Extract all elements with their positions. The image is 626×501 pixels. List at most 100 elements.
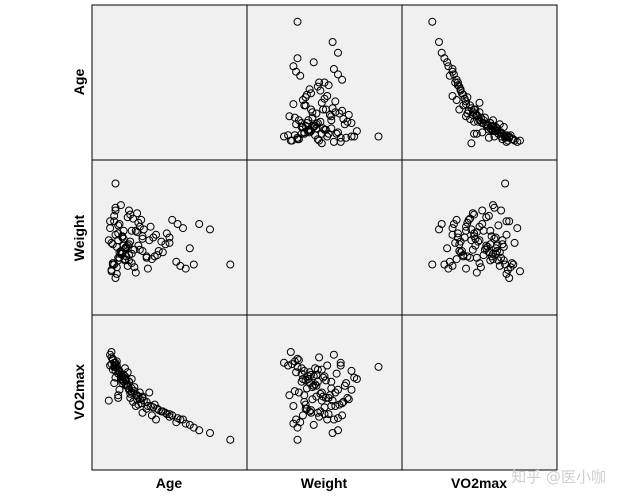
point-vo2max-vs-weight <box>334 414 342 423</box>
point-weight-vs-vo2max <box>486 256 495 265</box>
point-age-vs-vo2max <box>456 86 465 95</box>
point-age-vs-vo2max <box>471 109 480 118</box>
point-weight-vs-vo2max <box>466 214 475 223</box>
point-vo2max-vs-age <box>185 420 194 429</box>
point-weight-vs-age <box>165 238 174 247</box>
col-label-weight: Weight <box>301 475 348 491</box>
point-age-vs-weight <box>280 132 288 141</box>
point-age-vs-vo2max <box>472 129 481 138</box>
point-weight-vs-age <box>111 274 120 282</box>
point-vo2max-vs-age <box>114 393 123 402</box>
point-weight-vs-vo2max <box>499 256 508 265</box>
point-weight-vs-age <box>114 221 123 230</box>
point-weight-vs-vo2max <box>482 213 491 222</box>
panel-weight-vs-weight <box>246 159 403 316</box>
watermark-text: 知乎 @医小咖 <box>511 468 606 486</box>
point-weight-vs-vo2max <box>470 210 479 219</box>
point-vo2max-vs-age <box>134 400 143 409</box>
point-weight-vs-age <box>189 260 198 269</box>
point-weight-vs-age <box>111 206 120 215</box>
point-vo2max-vs-weight <box>308 383 317 392</box>
point-age-vs-vo2max <box>444 62 453 71</box>
point-age-vs-weight <box>317 98 326 107</box>
point-vo2max-vs-weight <box>294 388 303 397</box>
point-vo2max-vs-weight <box>307 406 315 415</box>
point-vo2max-vs-weight <box>317 388 326 397</box>
point-age-vs-vo2max <box>452 96 461 104</box>
point-vo2max-vs-age <box>114 365 123 374</box>
point-age-vs-vo2max <box>486 119 495 127</box>
point-weight-vs-vo2max <box>509 260 518 269</box>
point-weight-vs-vo2max <box>453 229 462 238</box>
point-vo2max-vs-weight <box>297 369 306 378</box>
point-age-vs-vo2max <box>467 139 476 148</box>
point-vo2max-vs-weight <box>293 354 302 363</box>
point-vo2max-vs-age <box>157 407 166 416</box>
point-weight-vs-age <box>162 229 171 238</box>
point-vo2max-vs-weight <box>298 411 307 420</box>
point-vo2max-vs-age <box>145 388 154 397</box>
point-age-vs-weight <box>328 38 337 46</box>
point-age-vs-weight <box>340 120 349 129</box>
point-vo2max-vs-age <box>118 375 127 383</box>
point-vo2max-vs-age <box>115 385 124 394</box>
point-age-vs-weight <box>308 113 317 122</box>
point-vo2max-vs-weight <box>292 368 301 377</box>
point-vo2max-vs-age <box>181 419 190 428</box>
point-weight-vs-vo2max <box>483 242 492 251</box>
row-label-age: Age <box>71 69 87 96</box>
point-weight-vs-age <box>129 214 138 223</box>
panel-vo2max-vs-vo2max <box>401 314 558 471</box>
point-age-vs-vo2max <box>455 105 464 114</box>
point-vo2max-vs-weight <box>302 404 311 413</box>
point-weight-vs-age <box>123 213 132 222</box>
point-age-vs-weight <box>327 116 336 125</box>
point-weight-vs-vo2max <box>495 261 504 270</box>
point-weight-vs-age <box>179 224 187 233</box>
point-vo2max-vs-age <box>138 408 147 417</box>
point-age-vs-weight <box>298 96 307 104</box>
point-weight-vs-age <box>185 244 194 253</box>
point-age-vs-vo2max <box>501 132 510 141</box>
point-weight-vs-vo2max <box>494 256 503 265</box>
point-vo2max-vs-weight <box>309 420 318 429</box>
point-weight-vs-age <box>145 236 154 245</box>
point-vo2max-vs-weight <box>290 357 299 366</box>
point-vo2max-vs-weight <box>329 415 338 424</box>
point-weight-vs-age <box>114 256 123 265</box>
point-vo2max-vs-weight <box>293 435 302 444</box>
point-age-vs-weight <box>312 120 321 129</box>
point-vo2max-vs-age <box>226 435 235 444</box>
point-age-vs-vo2max <box>443 58 452 67</box>
point-weight-vs-vo2max <box>490 203 499 212</box>
point-age-vs-weight <box>316 86 325 95</box>
point-vo2max-vs-age <box>125 377 133 386</box>
point-vo2max-vs-age <box>161 408 170 417</box>
point-vo2max-vs-weight <box>323 361 332 370</box>
point-vo2max-vs-weight <box>297 364 306 373</box>
point-vo2max-vs-weight <box>331 402 340 410</box>
point-vo2max-vs-weight <box>286 348 295 356</box>
point-weight-vs-age <box>114 236 123 245</box>
point-age-vs-weight <box>327 124 336 133</box>
point-weight-vs-age <box>138 232 147 241</box>
point-weight-vs-vo2max <box>479 226 488 235</box>
point-vo2max-vs-age <box>153 404 162 413</box>
point-vo2max-vs-weight <box>320 372 329 381</box>
point-weight-vs-vo2max <box>478 206 487 215</box>
point-weight-vs-age <box>127 226 136 235</box>
point-weight-vs-vo2max <box>497 253 506 262</box>
point-age-vs-vo2max <box>466 101 475 110</box>
point-weight-vs-age <box>110 211 119 220</box>
point-weight-vs-age <box>119 234 128 243</box>
point-weight-vs-age <box>143 264 152 273</box>
point-weight-vs-age <box>104 236 113 245</box>
point-age-vs-vo2max <box>428 17 437 26</box>
point-vo2max-vs-weight <box>312 381 321 390</box>
point-age-vs-vo2max <box>476 113 485 122</box>
point-vo2max-vs-weight <box>304 375 313 383</box>
point-weight-vs-age <box>157 237 166 246</box>
point-age-vs-weight <box>301 93 310 102</box>
point-vo2max-vs-age <box>165 410 174 419</box>
point-weight-vs-vo2max <box>502 230 511 239</box>
